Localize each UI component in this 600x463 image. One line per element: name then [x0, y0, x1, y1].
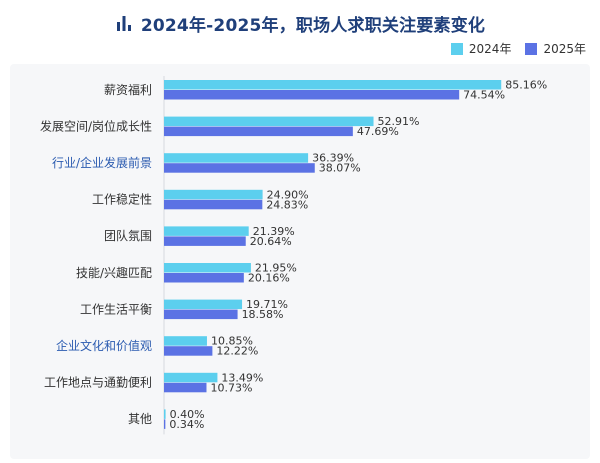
value-label-2025: 47.69% [357, 125, 399, 138]
bar-2024 [164, 80, 502, 90]
value-label-2025: 12.22% [216, 345, 258, 358]
bar-2024 [164, 372, 218, 383]
bar-2025 [164, 273, 244, 283]
bar-2024 [164, 153, 309, 163]
legend-item-2024: 2024年 [450, 40, 512, 57]
bar-2025 [164, 382, 207, 393]
value-label-2024: 52.91% [378, 115, 420, 128]
category-label: 行业/企业发展前景 [52, 155, 152, 170]
legend-label-2025: 2025年 [543, 42, 586, 56]
value-label-2025: 74.54% [463, 89, 505, 102]
category-label: 团队氛围 [104, 228, 152, 243]
category-label: 其他 [128, 412, 152, 426]
value-label-2024: 21.39% [253, 225, 295, 238]
title-row: 2024年-2025年，职场人求职关注要素变化 [0, 8, 600, 38]
bar-2025 [164, 126, 353, 137]
value-label-2024: 24.90% [267, 188, 309, 201]
value-label-2025: 20.64% [250, 235, 292, 248]
plot-panel: 薪资福利 85.16% 74.54% 发展空间/岗位成长性 52.91% 47.69% 行业… [10, 64, 590, 459]
bar-chart-icon [116, 16, 131, 31]
category-label: 企业文化和价值观 [56, 338, 152, 353]
category-label: 薪资福利 [104, 82, 152, 97]
bar-2025 [164, 236, 246, 246]
bar-2024 [164, 116, 374, 127]
bar-2025 [164, 199, 263, 210]
value-label-2025: 18.58% [242, 308, 284, 321]
value-label-2025: 38.07% [319, 162, 361, 175]
legend-item-2025: 2025年 [525, 40, 586, 57]
bar-2024 [164, 299, 243, 310]
chart-title: 2024年-2025年，职场人求职关注要素变化 [140, 15, 486, 36]
bar-2024 [164, 263, 251, 273]
value-label-2024: 13.49% [221, 371, 263, 384]
category-label: 工作稳定性 [92, 192, 152, 207]
value-label-2024: 0.40% [170, 408, 205, 421]
bar-2024 [164, 189, 263, 200]
category-label: 发展空间/岗位成长性 [40, 118, 152, 133]
category-label: 技能/兴趣匹配 [76, 265, 152, 280]
bar-2025 [164, 90, 460, 100]
bar-2025 [164, 309, 238, 320]
legend-label-2024: 2024年 [468, 42, 512, 56]
value-label-2025: 10.73% [210, 381, 252, 394]
bar-2025 [164, 419, 166, 429]
value-label-2024: 10.85% [211, 335, 253, 348]
bar-2024 [164, 336, 207, 346]
category-label: 工作生活平衡 [80, 302, 152, 316]
value-label-2024: 85.16% [505, 79, 547, 92]
value-label-2025: 20.16% [248, 272, 290, 285]
legend: 2024年 2025年 [437, 40, 586, 57]
bar-plot: 薪资福利 85.16%74.54% 发展空间/岗位成长性 52.91%47.69% 行业… [40, 76, 547, 435]
value-label-2024: 36.39% [312, 152, 354, 165]
bar-2024 [164, 409, 166, 419]
category-label: 工作地点与通勤便利 [44, 376, 152, 390]
bar-2024 [164, 226, 249, 236]
value-label-2025: 0.34% [169, 418, 204, 431]
value-label-2025: 24.83% [266, 198, 308, 211]
legend-swatch-2025 [525, 42, 538, 55]
value-label-2024: 19.71% [246, 298, 288, 311]
value-label-2024: 21.95% [255, 262, 297, 275]
legend-swatch-2024 [450, 42, 463, 55]
bar-2025 [164, 163, 315, 173]
bar-2025 [164, 346, 213, 356]
